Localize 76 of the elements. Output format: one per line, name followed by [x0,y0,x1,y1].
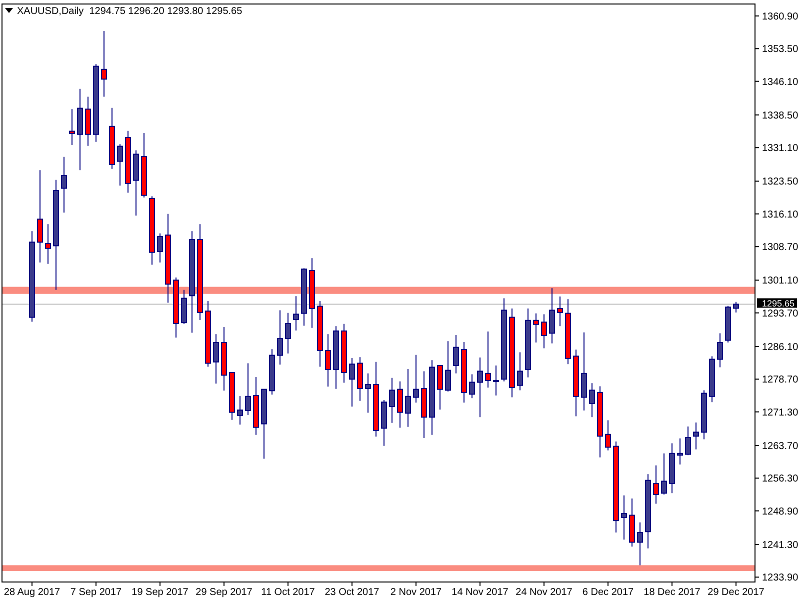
x-tick-label: 6 Dec 2017 [582,587,634,598]
chart-title: XAUUSD,Daily 1294.75 1296.20 1293.80 1295.65 [17,6,243,17]
y-tick-label: 1263.70 [762,440,799,452]
x-tick-label: 18 Dec 2017 [644,587,701,598]
candlestick [45,224,51,264]
x-tick-label: 24 Nov 2017 [516,587,573,598]
candlestick [661,452,667,496]
x-tick-label: 29 Sep 2017 [196,587,253,598]
y-tick-label: 1360.90 [762,11,799,22]
x-tick-label: 29 Dec 2017 [708,587,765,598]
candlestick [293,296,299,332]
x-tick-label: 14 Nov 2017 [452,587,509,598]
candlestick [477,357,483,418]
candlestick [653,464,659,504]
candlestick [117,144,123,186]
candlestick [365,372,371,414]
y-tick-label: 1286.10 [762,342,799,353]
y-tick-label: 1338.50 [762,110,799,122]
x-tick-label: 11 Oct 2017 [261,587,316,598]
candlestick [733,301,739,313]
candlestick [469,374,475,399]
candlestick [389,377,395,424]
y-tick-label: 1278.70 [762,374,799,386]
x-tick-label: 2 Nov 2017 [390,587,442,598]
x-tick-label: 28 Aug 2017 [4,587,61,598]
candlestick [349,357,355,408]
candlestick [325,334,331,388]
candlestick [405,368,411,428]
candlestick [485,330,491,388]
candlestick [557,296,563,327]
y-tick-label: 1308.70 [762,242,799,254]
y-tick-label: 1271.30 [762,407,799,418]
candlestick [277,310,283,366]
candlestick [677,438,683,465]
y-tick-label: 1331.10 [762,143,799,154]
candlestick [445,340,451,392]
y-tick-label: 1323.50 [762,176,799,188]
candlestick [37,170,43,264]
candlestick [397,380,403,428]
candlestick [605,420,611,451]
y-tick-label: 1233.90 [762,572,799,584]
candlestick [685,426,691,456]
y-tick-label: 1316.10 [762,209,799,220]
candlestick [621,494,627,540]
candlestick [69,108,75,146]
x-tick-label: 7 Sep 2017 [70,587,122,598]
y-tick-label: 1256.30 [762,474,799,485]
candlestick [581,332,587,412]
candlestick [245,362,251,416]
y-tick-label: 1241.30 [762,540,799,551]
y-tick-label: 1293.70 [762,308,799,320]
y-tick-label: 1248.90 [762,506,799,518]
candlestick [213,334,219,384]
candlestick [637,522,643,566]
candlestick [101,30,107,98]
candlestick [61,156,67,214]
y-tick-label: 1346.10 [762,76,799,88]
candlestick [437,364,443,410]
candlestick [493,364,499,396]
candlestick [285,312,291,354]
y-tick-label: 1301.10 [762,276,799,287]
candlestick [693,422,699,450]
candlestick [541,314,547,349]
candlestick [157,232,163,264]
candlestick [549,288,555,344]
candlestick [453,334,459,374]
x-tick-label: 23 Oct 2017 [324,587,380,598]
candlestick [413,354,419,404]
y-tick-label: 1353.50 [762,44,799,56]
candlestick [533,312,539,343]
x-tick-label: 19 Sep 2017 [132,587,189,598]
candlestick [717,332,723,368]
candlestick [589,382,595,418]
candlestick [237,395,243,426]
ref-line-label: 1295.65 [762,298,795,309]
candlestick [517,352,523,391]
